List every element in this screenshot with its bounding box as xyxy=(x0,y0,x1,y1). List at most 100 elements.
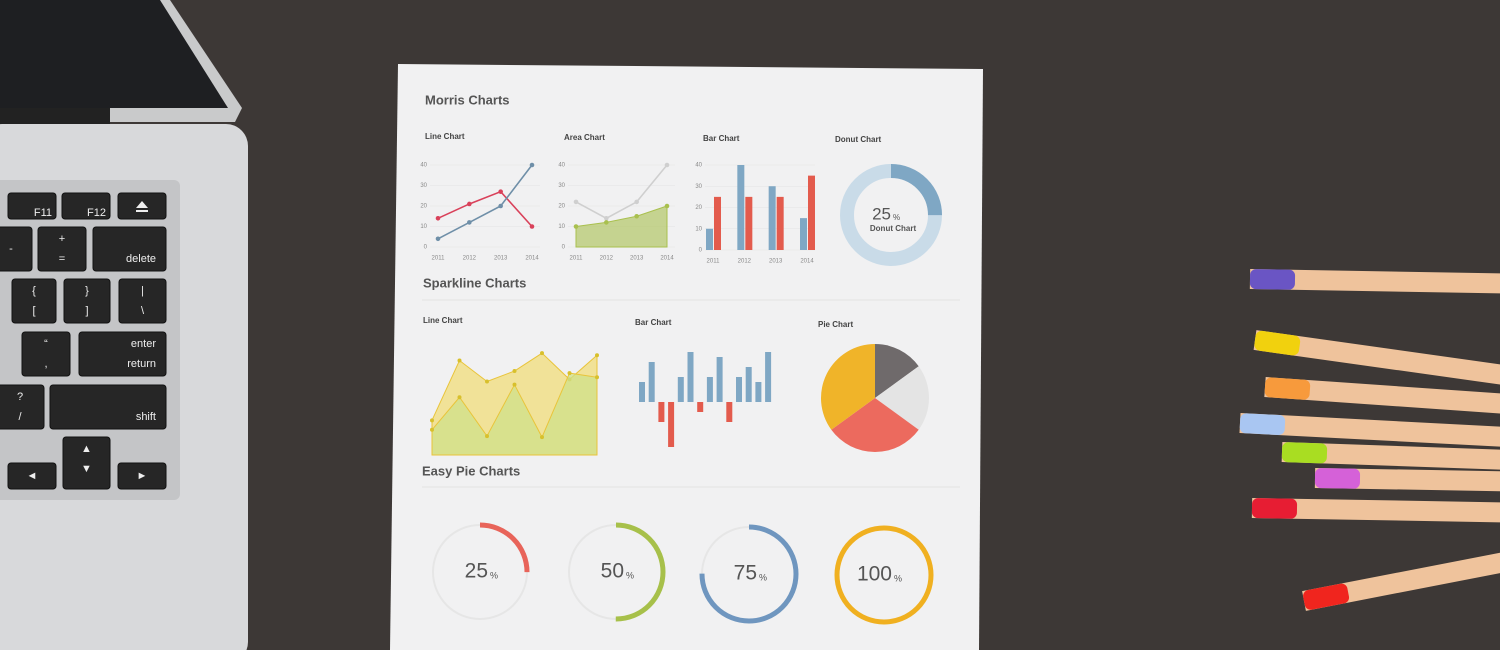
key-label: delete xyxy=(126,253,156,265)
point xyxy=(457,395,462,400)
bar xyxy=(737,165,745,250)
line xyxy=(437,190,533,228)
bar xyxy=(639,382,645,402)
point xyxy=(604,220,609,225)
line xyxy=(437,164,533,240)
bar xyxy=(697,402,704,412)
key xyxy=(7,462,57,490)
point xyxy=(498,203,503,209)
key xyxy=(61,192,111,220)
pie-slice xyxy=(875,344,919,398)
x-tick-label: 2014 xyxy=(800,259,814,265)
key-label: { xyxy=(32,285,36,297)
key xyxy=(0,384,45,430)
point xyxy=(664,162,670,168)
bar xyxy=(658,402,665,422)
key xyxy=(62,436,111,490)
key xyxy=(78,331,167,377)
bar xyxy=(755,382,762,402)
key xyxy=(7,192,57,220)
bar xyxy=(706,377,713,402)
bar xyxy=(687,352,694,402)
paper xyxy=(390,64,983,650)
sparkline-area xyxy=(431,372,598,456)
key-label: } xyxy=(85,285,89,297)
pie-unit: % xyxy=(490,570,498,580)
bar xyxy=(765,352,772,402)
laptop-screen xyxy=(0,0,228,108)
point xyxy=(498,189,503,194)
key-label: ► xyxy=(137,470,148,482)
point xyxy=(573,199,579,205)
bar xyxy=(736,377,742,402)
pencil xyxy=(1314,468,1500,494)
pencil xyxy=(1253,330,1500,392)
point xyxy=(435,236,441,242)
y-tick-label: 0 xyxy=(699,248,703,254)
key-label: ◄ xyxy=(27,470,38,482)
key-label: [ xyxy=(32,305,35,317)
key-label: / xyxy=(18,411,22,423)
eject-icon xyxy=(136,201,148,212)
point xyxy=(485,434,489,439)
pencil xyxy=(1249,269,1500,295)
key xyxy=(92,226,167,272)
bar xyxy=(776,196,784,250)
key xyxy=(0,226,33,272)
y-tick-label: 30 xyxy=(558,183,565,189)
chart-title: Pie Chart xyxy=(818,320,853,329)
key-label: ▼ xyxy=(81,463,92,475)
point xyxy=(540,351,544,356)
key-label: F11 xyxy=(34,207,52,219)
x-tick-label: 2014 xyxy=(660,256,674,262)
pencil xyxy=(1281,442,1500,473)
pie-slice xyxy=(831,398,919,452)
chart-title: Donut Chart xyxy=(835,135,882,144)
key-label: ▲ xyxy=(81,443,92,455)
y-tick-label: 10 xyxy=(420,224,427,230)
section-title: Morris Charts xyxy=(425,92,510,107)
key xyxy=(63,278,111,324)
point xyxy=(595,353,599,358)
x-tick-label: 2011 xyxy=(432,256,446,262)
bar xyxy=(745,367,752,402)
pencil xyxy=(1239,413,1500,449)
point xyxy=(430,427,434,432)
bar xyxy=(668,402,675,447)
key xyxy=(117,462,167,490)
point xyxy=(512,369,517,373)
pencil xyxy=(1264,377,1500,418)
point xyxy=(664,203,670,209)
point xyxy=(467,201,472,207)
donut-segment xyxy=(840,164,942,266)
bar xyxy=(706,228,713,250)
y-tick-label: 30 xyxy=(420,183,427,189)
y-tick-label: 40 xyxy=(420,163,427,169)
pencil xyxy=(1302,533,1500,611)
key xyxy=(118,278,167,324)
pie-progress xyxy=(566,522,666,622)
x-tick-label: 2013 xyxy=(630,256,644,262)
pie-progress xyxy=(699,524,799,624)
key-label: \ xyxy=(141,305,145,317)
y-tick-label: 0 xyxy=(562,245,566,251)
bar xyxy=(768,186,776,250)
section-title: Sparkline Charts xyxy=(423,275,526,290)
pie-slice xyxy=(821,344,875,430)
key-label: + xyxy=(59,233,65,245)
key-label: shift xyxy=(136,411,156,423)
pie-slice xyxy=(875,366,929,430)
pie-value: 75 xyxy=(734,562,757,585)
y-tick-label: 30 xyxy=(695,184,702,190)
key xyxy=(37,226,87,272)
point xyxy=(467,220,472,225)
key-label: return xyxy=(127,358,156,370)
key-label: F12 xyxy=(87,207,106,219)
donut-label: Donut Chart xyxy=(870,224,917,233)
x-tick-label: 2013 xyxy=(769,259,783,265)
point xyxy=(529,224,535,229)
point xyxy=(512,382,517,387)
key-label: - xyxy=(9,243,13,255)
x-tick-label: 2011 xyxy=(707,259,721,265)
